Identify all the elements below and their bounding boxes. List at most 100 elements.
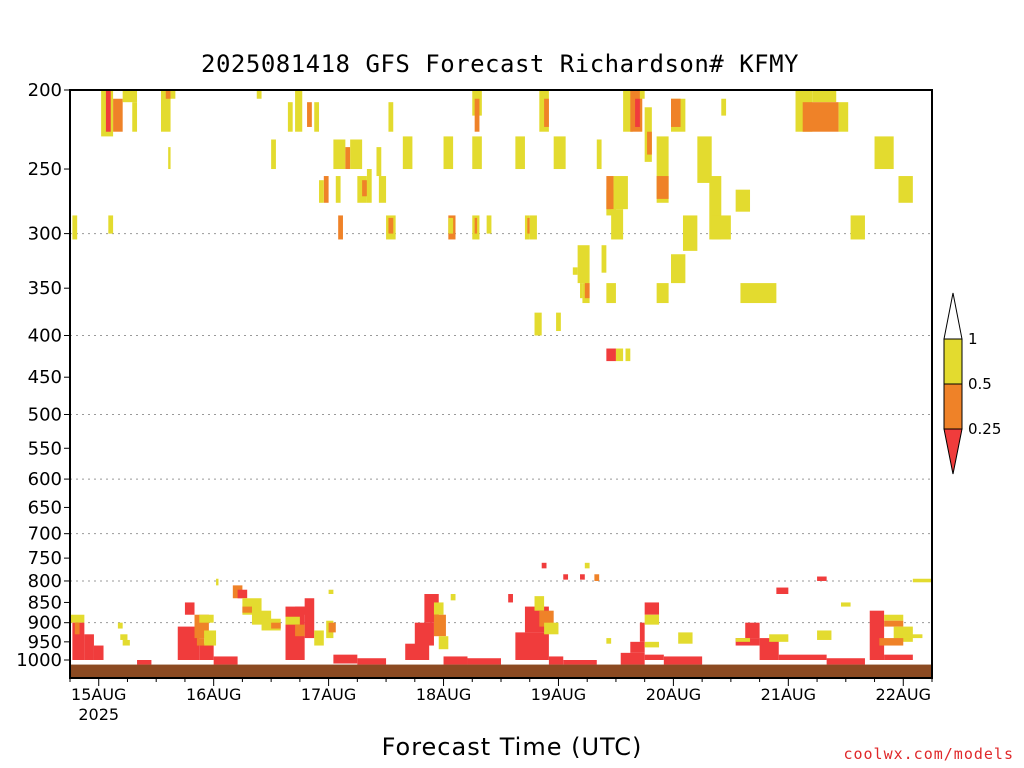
ri-cell-high	[534, 312, 542, 336]
ri-cell-mid	[196, 638, 205, 646]
ri-cell-low	[237, 589, 248, 599]
plot-frame	[69, 89, 933, 679]
ri-cell-high	[850, 215, 865, 240]
x-tick-label: 17AUG	[301, 685, 356, 704]
ri-cell-low	[778, 654, 827, 660]
ri-cell-low	[199, 643, 214, 660]
ri-cell-high	[388, 102, 394, 132]
ri-cell-high	[402, 136, 413, 170]
ri-cell-high	[443, 136, 454, 170]
ri-cell-mid	[527, 217, 530, 234]
ri-cell-high	[769, 634, 789, 642]
ri-cell-high	[448, 217, 454, 234]
ri-cell-low	[606, 348, 616, 362]
y-tick-label: 750	[28, 548, 62, 569]
ri-cell-high	[120, 634, 128, 640]
ri-cell-high	[711, 215, 731, 240]
ri-cell-high	[204, 630, 217, 646]
grid-layer	[70, 233, 932, 624]
y-tick-label: 300	[28, 224, 62, 245]
ri-cell-high	[898, 176, 913, 203]
ri-cell-low	[620, 652, 645, 665]
y-tick-label: 1000	[16, 650, 62, 671]
ri-cell-high	[295, 90, 303, 132]
ri-cell-high	[735, 189, 751, 212]
ri-cell-low	[644, 602, 660, 615]
ri-cell-high	[534, 596, 545, 611]
ri-cell-high	[366, 169, 372, 203]
y-tick-label: 950	[28, 632, 62, 653]
ri-cell-mid	[474, 98, 480, 132]
ri-cell-low	[817, 576, 827, 581]
ri-cell-mid	[539, 610, 554, 627]
ri-cell-high	[433, 602, 444, 615]
ri-cell-high	[285, 616, 300, 625]
legend-bin	[943, 383, 963, 430]
chart-title: 2025081418 GFS Forecast Richardson# KFMY	[201, 50, 799, 78]
ri-cell-low	[630, 641, 645, 653]
ri-cell-high	[606, 638, 612, 644]
ri-cell-high	[271, 139, 276, 170]
ri-cell-high	[328, 589, 334, 595]
ri-cell-mid	[328, 622, 336, 633]
ri-cell-low	[884, 654, 913, 660]
ri-cell-high	[644, 641, 660, 648]
ri-cell-low	[776, 587, 789, 595]
ri-cell-high	[256, 90, 262, 99]
ri-cell-low	[304, 598, 315, 639]
ri-cell-mid	[584, 283, 590, 299]
ri-cell-high	[553, 136, 566, 170]
ri-cell-high	[529, 215, 537, 240]
ri-cell-high	[623, 90, 633, 132]
ri-cell-mid	[656, 176, 669, 199]
ri-cell-high	[70, 614, 85, 623]
legend-bin-bottom-arrow	[943, 428, 963, 475]
ri-cell-high	[838, 102, 849, 132]
ri-cell-high	[376, 147, 382, 177]
ri-cell-mid	[388, 217, 394, 234]
legend-label: 0.5	[968, 375, 992, 393]
ri-cell-mid	[671, 98, 681, 127]
ri-cell-high	[350, 139, 363, 170]
ri-cell-low	[357, 658, 387, 665]
ri-cell-low	[759, 638, 779, 660]
cells-layer	[70, 90, 932, 665]
ri-cell-high	[556, 312, 561, 332]
ri-cell-low	[467, 658, 501, 665]
ri-cell-high	[117, 622, 123, 629]
ri-cell-mid	[802, 102, 839, 132]
ri-cell-high	[584, 562, 590, 569]
y-tick-label: 700	[28, 524, 62, 545]
y-tick-label: 600	[28, 469, 62, 490]
ri-cell-low	[93, 645, 104, 660]
ri-cell-high	[601, 245, 607, 273]
ri-cell-high	[438, 636, 449, 650]
x-tick-label: 16AUG	[186, 685, 241, 704]
ri-cell-mid	[544, 98, 549, 127]
x-tick-label: 15AUG	[71, 685, 126, 704]
ri-cell-high	[486, 215, 492, 234]
legend-label: 0.25	[968, 420, 1001, 438]
ri-cell-high	[709, 176, 722, 240]
ri-cell-mid	[165, 90, 171, 99]
ri-cell-mid	[307, 102, 312, 127]
y-tick-label: 850	[28, 592, 62, 613]
ri-cell-high	[812, 90, 837, 103]
ri-cell-low	[563, 660, 597, 665]
ri-cell-high	[817, 630, 832, 640]
ri-cell-low	[508, 594, 513, 603]
ri-cell-high	[740, 283, 777, 304]
ri-cell-high	[333, 139, 346, 170]
y-axis: 200 250 300 350 400 450 500 550 600 650 700 7508008…	[16, 80, 70, 671]
legend: 0.25 0.5 1	[943, 292, 1001, 475]
ri-cell-high	[122, 639, 130, 646]
y-tick-label: 900	[28, 613, 62, 634]
credit-link[interactable]: coolwx.com/models	[843, 745, 1014, 763]
x-axis-label: Forecast Time (UTC)	[381, 733, 643, 761]
ri-cell-low	[745, 622, 760, 639]
ri-cell-mid	[594, 574, 600, 581]
ri-cell-low	[515, 632, 549, 660]
ri-cell-mid	[884, 620, 904, 627]
x-tick-label: 22AUG	[876, 685, 931, 704]
